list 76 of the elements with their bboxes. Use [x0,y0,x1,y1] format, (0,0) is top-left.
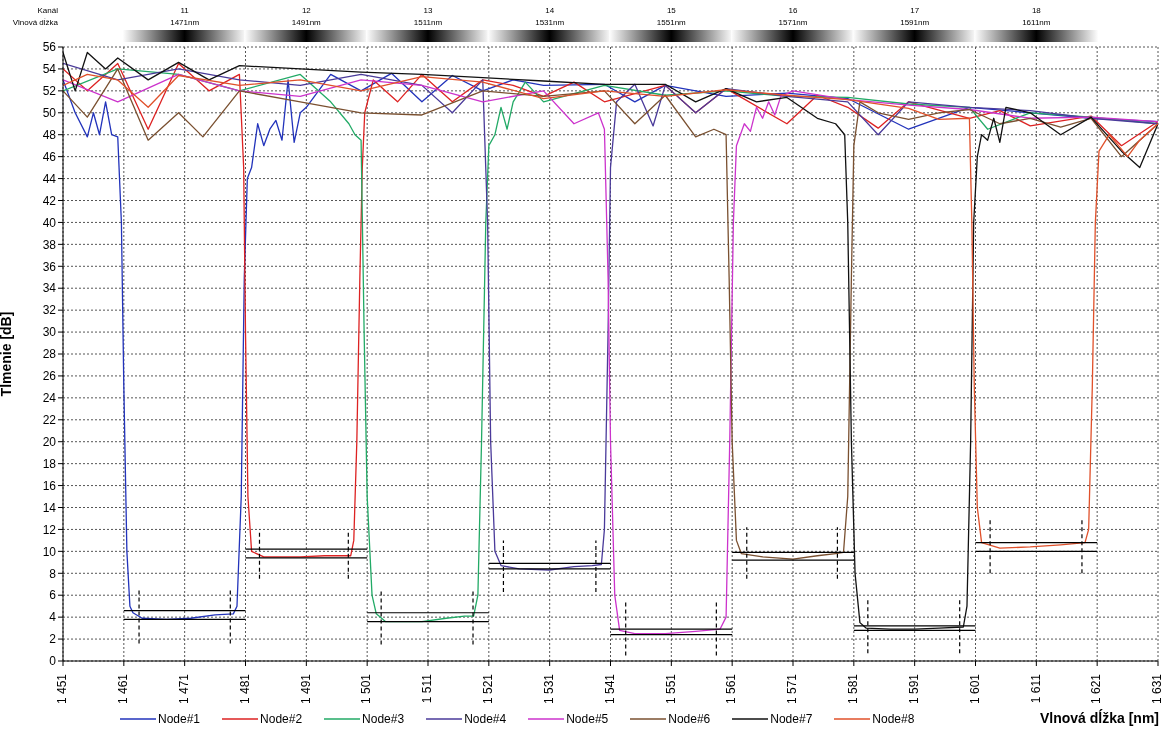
legend-label: Node#5 [566,712,609,726]
y-tick-label: 42 [42,193,57,208]
y-tick-label: 24 [42,391,57,406]
text: Kanál [37,6,58,15]
x-tick-label: 1 491 [298,673,313,705]
x-tick-label: 1 541 [602,673,617,705]
y-tick-label: 50 [42,106,57,121]
text: 16 [787,6,799,15]
y-tick-label: 56 [42,40,57,55]
legend-label: Node#4 [464,712,507,726]
y-tick-label: 34 [42,281,57,296]
y-tick-label: 14 [42,500,57,515]
x-tick-label: 1 481 [237,673,252,705]
x-tick-label: 1 461 [116,673,131,705]
y-tick-label: 28 [42,347,57,362]
x-tick-label: 1 521 [481,673,496,705]
y-tick-label: 18 [42,456,57,471]
text: 1551nm [655,18,687,27]
text: 15 [665,6,677,15]
legend-label: Node#1 [158,712,201,726]
text: 1591nm [899,18,931,27]
x-tick-label: 1 581 [846,673,861,705]
text: 1491nm [290,18,322,27]
text: 17 [909,6,921,15]
y-tick-label: 10 [42,544,57,559]
text: 18 [1030,6,1042,15]
text: 13 [422,6,434,15]
x-tick-label: 1 621 [1089,673,1104,705]
text: Vlnová dĺžka [12,18,58,27]
text: 1571nm [777,18,809,27]
y-tick-label: 32 [42,303,57,318]
x-tick-label: 1 631 [1150,673,1163,705]
legend-label: Node#6 [668,712,711,726]
y-tick-label: 44 [42,171,57,186]
y-tick-label: 8 [49,566,57,581]
y-tick-label: 0 [49,654,57,669]
text: 14 [544,6,556,15]
y-tick-label: 30 [42,325,57,340]
x-tick-label: 1 591 [906,673,921,705]
x-tick-label: 1 451 [55,673,70,705]
y-tick-label: 36 [42,259,57,274]
text: 1471nm [169,18,201,27]
legend-label: Node#3 [362,712,405,726]
x-tick-label: 1 561 [724,673,739,705]
y-tick-label: 52 [42,84,57,99]
y-tick-label: 46 [42,149,57,164]
x-tick-label: 1 551 [663,673,678,705]
y-tick-label: 26 [42,369,57,384]
x-tick-label: 1 571 [785,673,800,705]
y-tick-label: 12 [42,522,57,537]
text: 1611nm [1021,18,1052,27]
x-tick-label: 1 501 [359,673,374,705]
y-tick-label: 54 [42,62,57,77]
y-tick-label: 4 [49,610,57,625]
text: 1511nm [412,18,444,27]
y-tick-label: 6 [49,588,57,603]
x-tick-label: 1 471 [176,673,191,705]
x-axis-title: Vlnová dĺžka [nm] [1039,710,1159,726]
x-tick-label: 1 611 [1028,673,1043,704]
legend-label: Node#2 [260,712,303,726]
y-tick-label: 48 [42,127,57,142]
y-axis-title: Tlmenie [dB] [0,311,14,397]
x-tick-label: 1 511 [420,673,435,704]
y-tick-label: 40 [42,215,57,230]
text: 12 [300,6,312,15]
y-tick-label: 2 [49,632,57,647]
text: 1531nm [534,18,566,27]
y-tick-label: 22 [42,413,57,428]
x-tick-label: 1 531 [541,673,556,705]
y-tick-label: 16 [42,478,57,493]
y-tick-label: 38 [42,237,57,252]
legend-label: Node#7 [770,712,813,726]
legend-label: Node#8 [872,712,915,726]
y-tick-label: 20 [42,434,57,449]
x-tick-label: 1 601 [967,673,982,705]
text: 11 [179,6,190,15]
